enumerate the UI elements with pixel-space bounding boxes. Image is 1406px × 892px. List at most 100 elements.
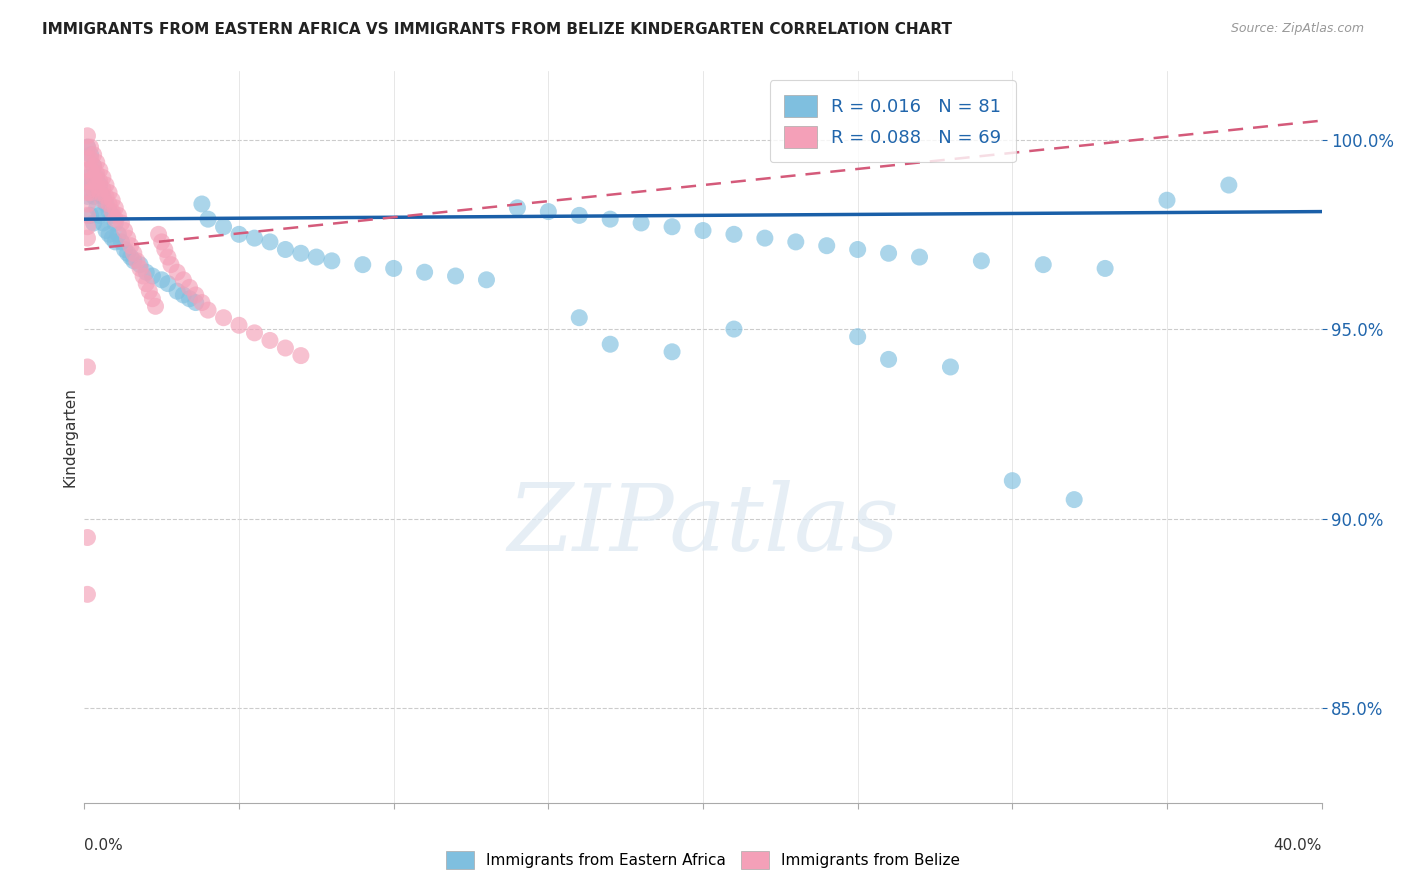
Point xyxy=(877,352,900,367)
Point xyxy=(101,193,124,207)
Point xyxy=(754,231,776,245)
Point xyxy=(413,265,436,279)
Point xyxy=(191,197,214,211)
Point xyxy=(321,253,343,268)
Point xyxy=(89,186,111,200)
Point xyxy=(184,288,207,302)
Point xyxy=(939,359,962,374)
Point xyxy=(76,170,98,185)
Point xyxy=(83,147,105,161)
Point xyxy=(79,147,101,161)
Point xyxy=(94,197,117,211)
Point xyxy=(98,197,121,211)
Point xyxy=(444,268,467,283)
Point xyxy=(83,159,105,173)
Point xyxy=(76,186,98,200)
Point xyxy=(76,587,98,601)
Point xyxy=(259,235,281,249)
Point xyxy=(228,318,250,333)
Point xyxy=(129,261,152,276)
Point xyxy=(537,204,560,219)
Point xyxy=(83,189,105,203)
Point xyxy=(129,258,152,272)
Point xyxy=(86,170,108,185)
Point xyxy=(352,258,374,272)
Point xyxy=(98,204,121,219)
Point xyxy=(114,243,136,257)
Point xyxy=(76,162,98,177)
Point xyxy=(94,178,117,192)
Point xyxy=(568,208,591,222)
Point xyxy=(94,223,117,237)
Point xyxy=(141,292,163,306)
Point xyxy=(79,174,101,188)
Point xyxy=(135,277,157,291)
Point xyxy=(661,219,683,234)
Point xyxy=(305,250,328,264)
Point xyxy=(117,246,139,260)
Point xyxy=(122,246,145,260)
Point xyxy=(120,250,142,264)
Point xyxy=(91,193,114,207)
Legend: R = 0.016   N = 81, R = 0.088   N = 69: R = 0.016 N = 81, R = 0.088 N = 69 xyxy=(769,80,1015,162)
Point xyxy=(104,212,127,227)
Point xyxy=(1156,193,1178,207)
Point xyxy=(101,204,124,219)
Point xyxy=(150,235,173,249)
Point xyxy=(89,174,111,188)
Point xyxy=(908,250,931,264)
Point xyxy=(104,216,127,230)
Point xyxy=(1094,261,1116,276)
Point xyxy=(692,223,714,237)
Text: Source: ZipAtlas.com: Source: ZipAtlas.com xyxy=(1230,22,1364,36)
Point xyxy=(723,322,745,336)
Legend: Immigrants from Eastern Africa, Immigrants from Belize: Immigrants from Eastern Africa, Immigran… xyxy=(440,845,966,875)
Point xyxy=(132,268,155,283)
Point xyxy=(1218,178,1240,192)
Point xyxy=(117,231,139,245)
Point xyxy=(290,246,312,260)
Point xyxy=(76,189,98,203)
Point xyxy=(76,174,98,188)
Point xyxy=(89,178,111,192)
Point xyxy=(79,162,101,177)
Point xyxy=(166,284,188,298)
Point xyxy=(94,189,117,203)
Point xyxy=(228,227,250,242)
Point xyxy=(110,235,132,249)
Point xyxy=(79,178,101,192)
Point xyxy=(91,189,114,203)
Point xyxy=(83,216,105,230)
Point xyxy=(138,284,160,298)
Point xyxy=(135,265,157,279)
Point xyxy=(1001,474,1024,488)
Point xyxy=(153,243,176,257)
Point xyxy=(156,277,179,291)
Point xyxy=(568,310,591,325)
Point xyxy=(785,235,807,249)
Point xyxy=(179,280,201,294)
Point xyxy=(382,261,405,276)
Point xyxy=(172,288,194,302)
Point xyxy=(166,265,188,279)
Point xyxy=(76,197,98,211)
Point xyxy=(76,231,98,245)
Point xyxy=(79,208,101,222)
Point xyxy=(79,186,101,200)
Point xyxy=(184,295,207,310)
Point xyxy=(475,273,498,287)
Point xyxy=(89,208,111,222)
Point xyxy=(86,201,108,215)
Point xyxy=(107,208,129,222)
Point xyxy=(89,162,111,177)
Point xyxy=(877,246,900,260)
Point xyxy=(197,303,219,318)
Point xyxy=(98,227,121,242)
Point xyxy=(212,219,235,234)
Point xyxy=(148,227,170,242)
Point xyxy=(290,349,312,363)
Point xyxy=(91,182,114,196)
Point xyxy=(104,201,127,215)
Point xyxy=(274,341,297,355)
Point xyxy=(141,268,163,283)
